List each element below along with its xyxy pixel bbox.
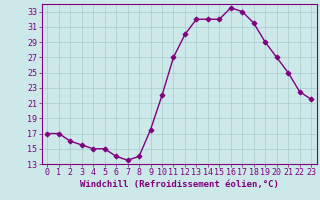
X-axis label: Windchill (Refroidissement éolien,°C): Windchill (Refroidissement éolien,°C): [80, 180, 279, 189]
